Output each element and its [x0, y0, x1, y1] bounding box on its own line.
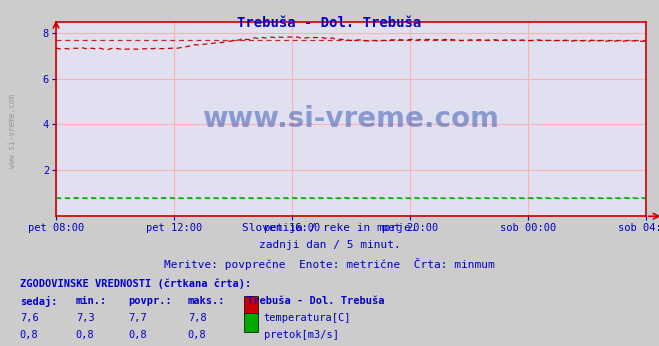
- Text: min.:: min.:: [76, 296, 107, 306]
- Text: Trebuša - Dol. Trebuša: Trebuša - Dol. Trebuša: [237, 16, 422, 29]
- Text: ZGODOVINSKE VREDNOSTI (črtkana črta):: ZGODOVINSKE VREDNOSTI (črtkana črta):: [20, 279, 251, 289]
- Text: povpr.:: povpr.:: [129, 296, 172, 306]
- Text: sedaj:: sedaj:: [20, 296, 57, 307]
- Text: www.si-vreme.com: www.si-vreme.com: [8, 94, 17, 169]
- Text: zadnji dan / 5 minut.: zadnji dan / 5 minut.: [258, 240, 401, 251]
- Text: 7,8: 7,8: [188, 313, 206, 323]
- Text: 0,8: 0,8: [20, 330, 38, 340]
- Text: www.si-vreme.com: www.si-vreme.com: [202, 106, 500, 133]
- Text: 0,8: 0,8: [129, 330, 147, 340]
- Text: 7,7: 7,7: [129, 313, 147, 323]
- Text: 0,8: 0,8: [188, 330, 206, 340]
- Text: 7,3: 7,3: [76, 313, 94, 323]
- Text: maks.:: maks.:: [188, 296, 225, 306]
- Text: Trebuša - Dol. Trebuša: Trebuša - Dol. Trebuša: [247, 296, 385, 306]
- Text: pretok[m3/s]: pretok[m3/s]: [264, 330, 339, 340]
- Text: Meritve: povprečne  Enote: metrične  Črta: minmum: Meritve: povprečne Enote: metrične Črta:…: [164, 258, 495, 270]
- Text: 7,6: 7,6: [20, 313, 38, 323]
- Text: temperatura[C]: temperatura[C]: [264, 313, 351, 323]
- Text: Slovenija / reke in morje.: Slovenija / reke in morje.: [242, 223, 417, 233]
- Text: 0,8: 0,8: [76, 330, 94, 340]
